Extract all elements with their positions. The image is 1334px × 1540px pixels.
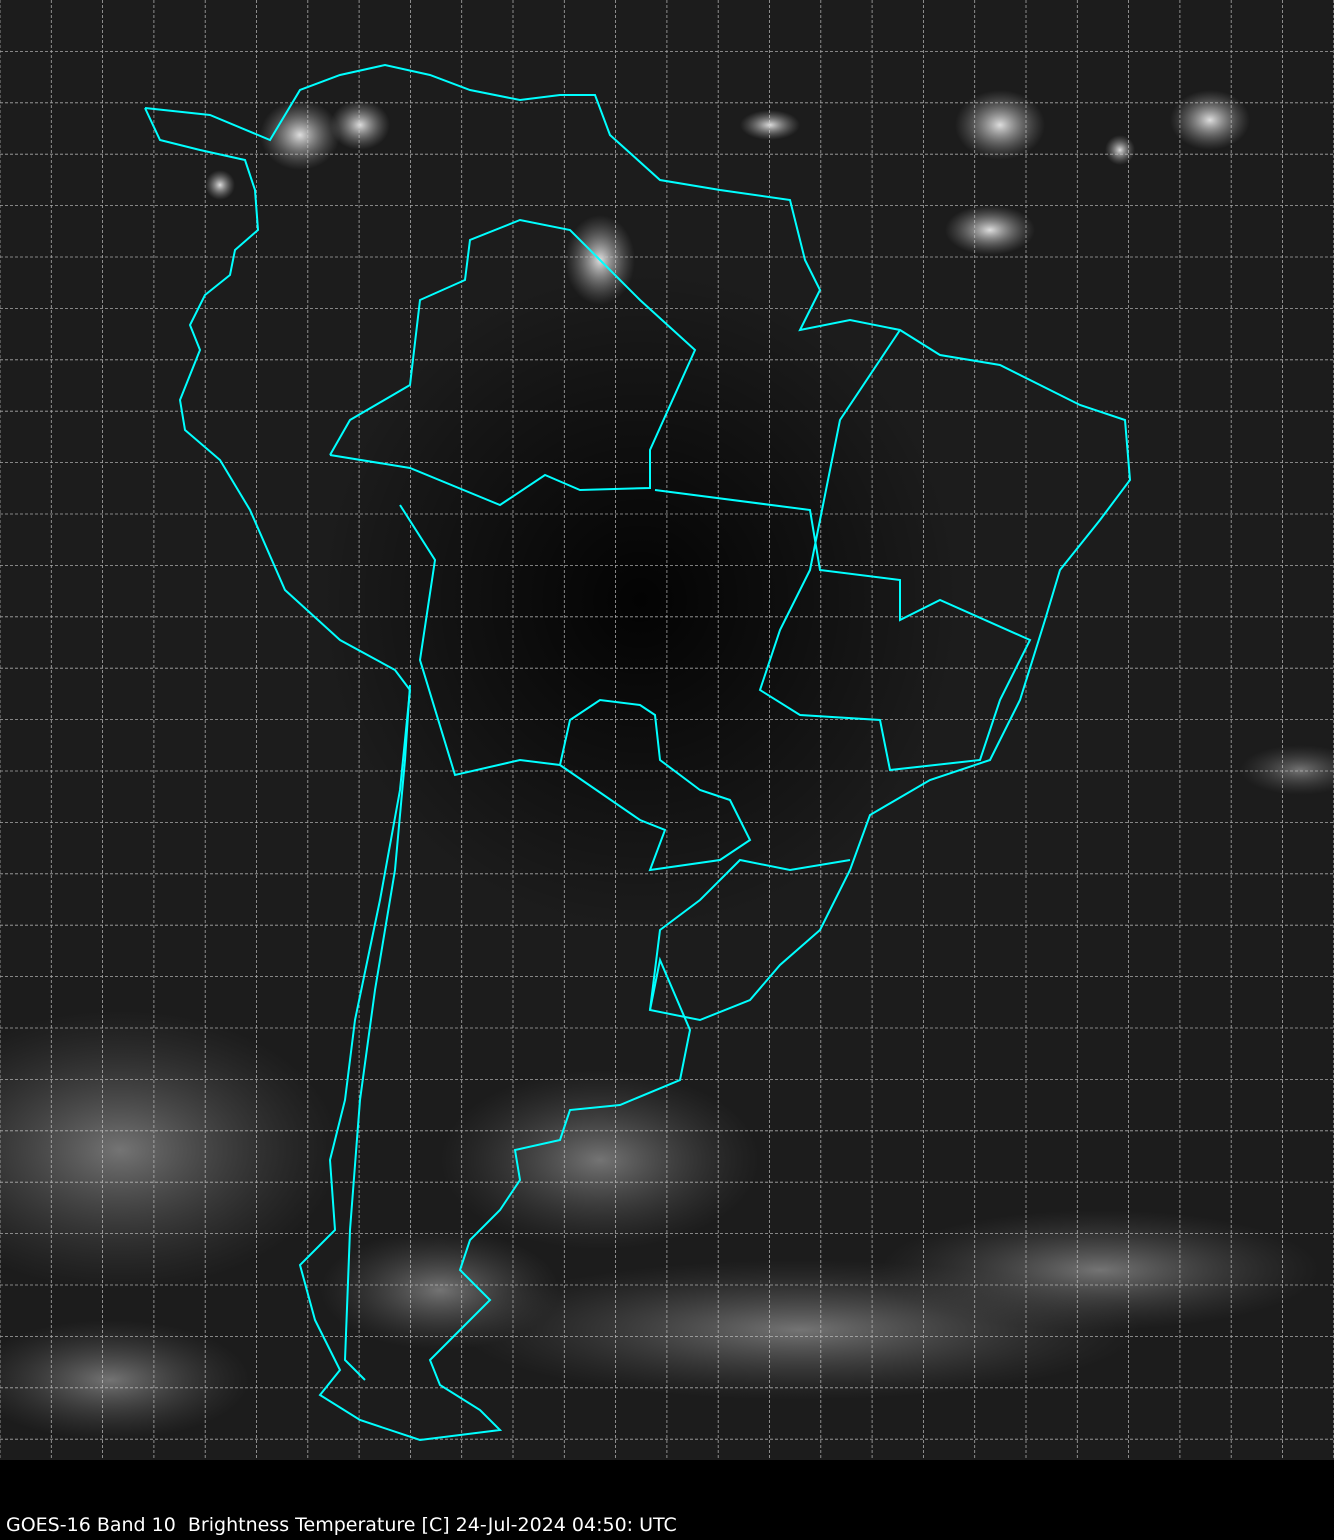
satellite-image-map <box>0 0 1334 1460</box>
argentina-uruguay-border <box>649 858 851 1011</box>
bolivia-paraguay-border <box>399 504 752 872</box>
country-borders <box>144 63 1132 1442</box>
cloud-layer <box>0 90 1334 1440</box>
south-america-coastline <box>144 63 1132 1442</box>
andes-border <box>343 684 411 1381</box>
lat-lon-grid <box>0 0 1334 1460</box>
image-caption: GOES-16 Band 10 Brightness Temperature [… <box>6 1514 677 1536</box>
brazil-states <box>654 329 1032 772</box>
brazil-border <box>329 218 697 507</box>
